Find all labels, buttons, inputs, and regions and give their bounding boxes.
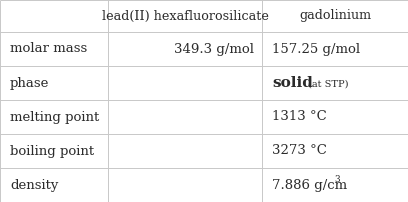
- Text: solid: solid: [272, 76, 313, 90]
- Text: density: density: [10, 179, 58, 191]
- Text: 349.3 g/mol: 349.3 g/mol: [174, 42, 254, 56]
- Text: (at STP): (at STP): [308, 80, 348, 88]
- Text: 7.886 g/cm: 7.886 g/cm: [272, 179, 347, 191]
- Text: melting point: melting point: [10, 110, 99, 123]
- Text: molar mass: molar mass: [10, 42, 87, 56]
- Text: gadolinium: gadolinium: [299, 9, 371, 22]
- Text: 3: 3: [334, 175, 339, 184]
- Text: boiling point: boiling point: [10, 144, 94, 158]
- Text: lead(II) hexafluorosilicate: lead(II) hexafluorosilicate: [102, 9, 268, 22]
- Text: phase: phase: [10, 77, 49, 89]
- Text: 3273 °C: 3273 °C: [272, 144, 327, 158]
- Text: 1313 °C: 1313 °C: [272, 110, 327, 123]
- Text: 157.25 g/mol: 157.25 g/mol: [272, 42, 360, 56]
